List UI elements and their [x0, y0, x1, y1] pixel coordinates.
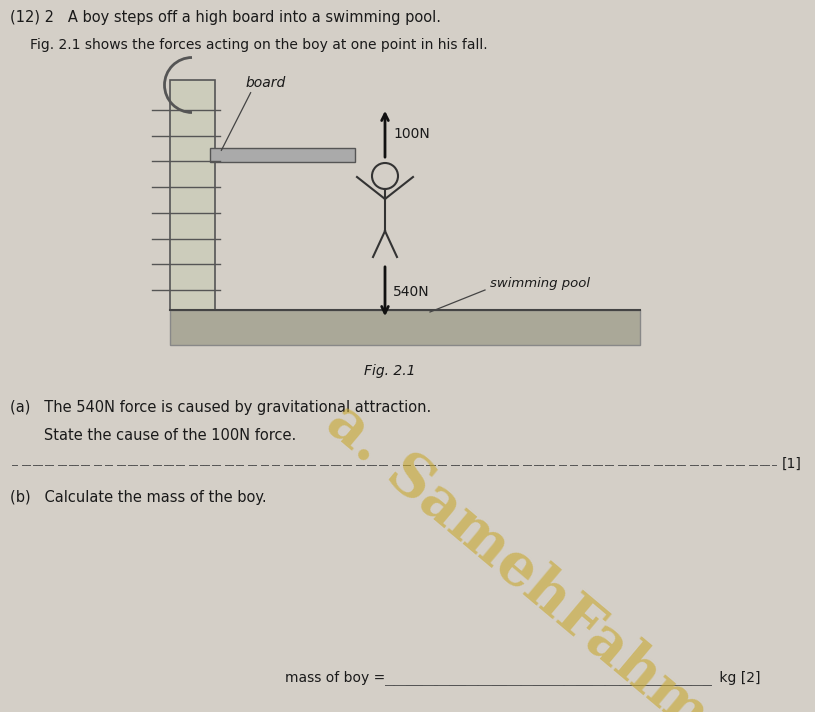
Text: kg [2]: kg [2] [715, 671, 760, 685]
Text: mass of boy =: mass of boy = [285, 671, 390, 685]
Text: 100N: 100N [393, 127, 430, 141]
Text: (12) 2   A boy steps off a high board into a swimming pool.: (12) 2 A boy steps off a high board into… [10, 10, 441, 25]
Text: (b)   Calculate the mass of the boy.: (b) Calculate the mass of the boy. [10, 490, 267, 505]
Bar [170, 310, 640, 345]
Text: Fig. 2.1: Fig. 2.1 [364, 364, 416, 378]
Text: (a)   The 540N force is caused by gravitational attraction.: (a) The 540N force is caused by gravitat… [10, 400, 431, 415]
Text: State the cause of the 100N force.: State the cause of the 100N force. [30, 428, 296, 443]
Text: [1]: [1] [782, 457, 802, 471]
Text: Fig. 2.1 shows the forces acting on the boy at one point in his fall.: Fig. 2.1 shows the forces acting on the … [30, 38, 487, 52]
Text: a. SamehFahmy: a. SamehFahmy [315, 393, 745, 712]
Text: board: board [245, 76, 285, 90]
Text: swimming pool: swimming pool [490, 277, 590, 290]
Bar [210, 148, 355, 162]
Bar [170, 80, 215, 310]
Text: 540N: 540N [393, 285, 430, 298]
